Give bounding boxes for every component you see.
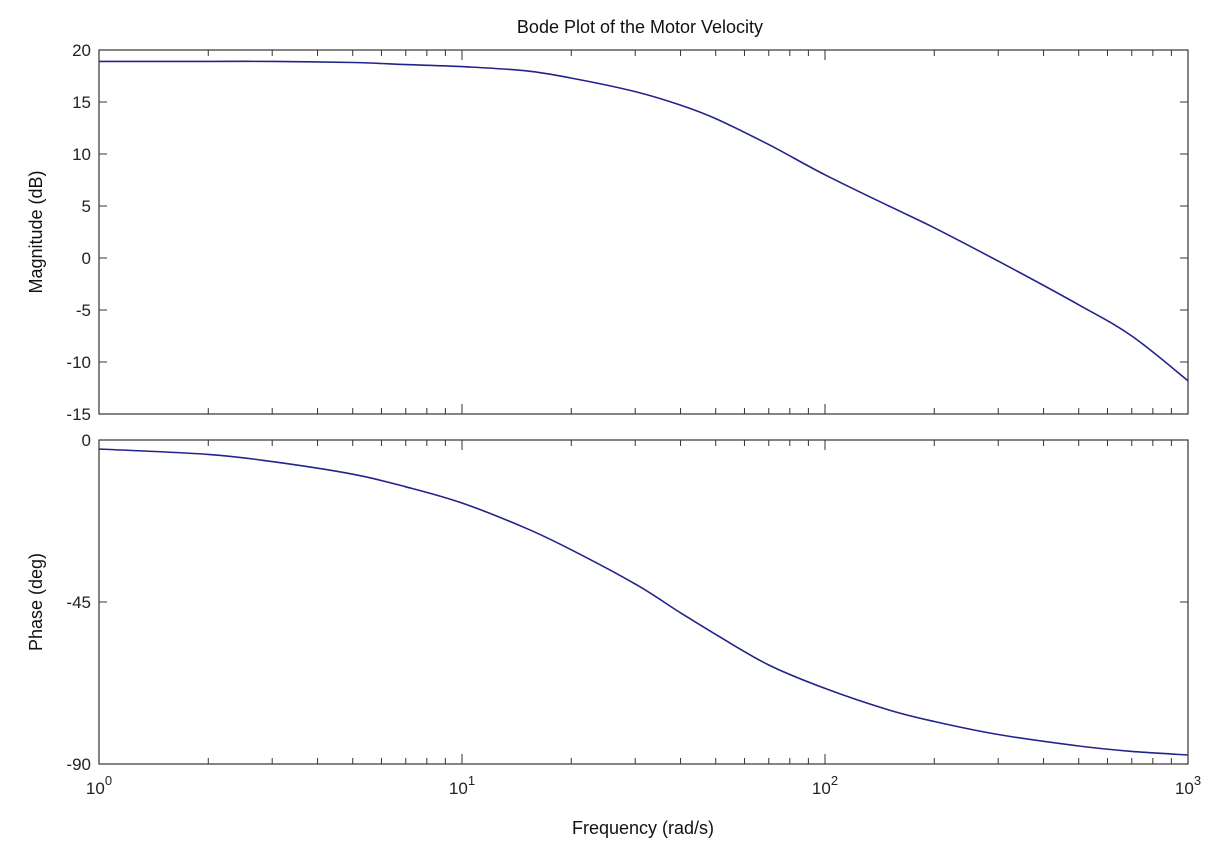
x-tick-label-exponent: 2 bbox=[831, 773, 838, 788]
magnitude-ytick-label: -5 bbox=[76, 301, 91, 320]
magnitude-y-ticks: 20 15 10 5 0 -5 -10 -15 bbox=[66, 41, 1188, 424]
phase-x-ticks bbox=[98, 440, 1172, 764]
x-tick-label-base: 10 bbox=[812, 779, 831, 798]
x-tick-label-base: 10 bbox=[449, 779, 468, 798]
phase-ytick-label: -90 bbox=[66, 755, 91, 774]
magnitude-ytick-label: -10 bbox=[66, 353, 91, 372]
x-tick-label-base: 10 bbox=[86, 779, 105, 798]
phase-panel: 0-45-90 Phase (deg) 100 101 102 103 bbox=[26, 431, 1201, 798]
magnitude-ytick-label: 15 bbox=[72, 93, 91, 112]
magnitude-ytick-label: 10 bbox=[72, 145, 91, 164]
x-tick-label: 100 bbox=[86, 773, 112, 798]
x-axis-label: Frequency (rad/s) bbox=[572, 818, 714, 838]
magnitude-ytick-label: 0 bbox=[82, 249, 91, 268]
phase-y-axis-label: Phase (deg) bbox=[26, 553, 46, 651]
magnitude-axes-frame bbox=[98, 49, 1189, 415]
phase-ytick-label: -45 bbox=[66, 593, 91, 612]
x-tick-label-exponent: 1 bbox=[468, 773, 475, 788]
x-tick-label-exponent: 0 bbox=[105, 773, 112, 788]
magnitude-ytick-label: 5 bbox=[82, 197, 91, 216]
magnitude-panel: 20 15 10 5 0 -5 -10 -15 Magnitude (dB) bbox=[26, 41, 1189, 424]
x-tick-label-base: 10 bbox=[1175, 779, 1194, 798]
x-tick-labels: 100 101 102 103 bbox=[86, 773, 1201, 798]
phase-ytick-label: 0 bbox=[82, 431, 91, 450]
x-tick-label: 102 bbox=[812, 773, 838, 798]
magnitude-ytick-label: -15 bbox=[66, 405, 91, 424]
x-tick-label-exponent: 3 bbox=[1194, 773, 1201, 788]
magnitude-y-axis-label: Magnitude (dB) bbox=[26, 170, 46, 293]
x-tick-label: 103 bbox=[1175, 773, 1201, 798]
phase-y-ticks: 0 -45 -90 bbox=[66, 431, 1188, 774]
phase-series-line bbox=[98, 448, 1189, 756]
magnitude-ytick-label: 20 bbox=[72, 41, 91, 60]
magnitude-x-ticks bbox=[98, 50, 1172, 414]
x-tick-label: 101 bbox=[449, 773, 475, 798]
figure-title: Bode Plot of the Motor Velocity bbox=[517, 17, 763, 37]
phase-axes-frame bbox=[98, 439, 1189, 765]
magnitude-series-line bbox=[98, 60, 1189, 382]
